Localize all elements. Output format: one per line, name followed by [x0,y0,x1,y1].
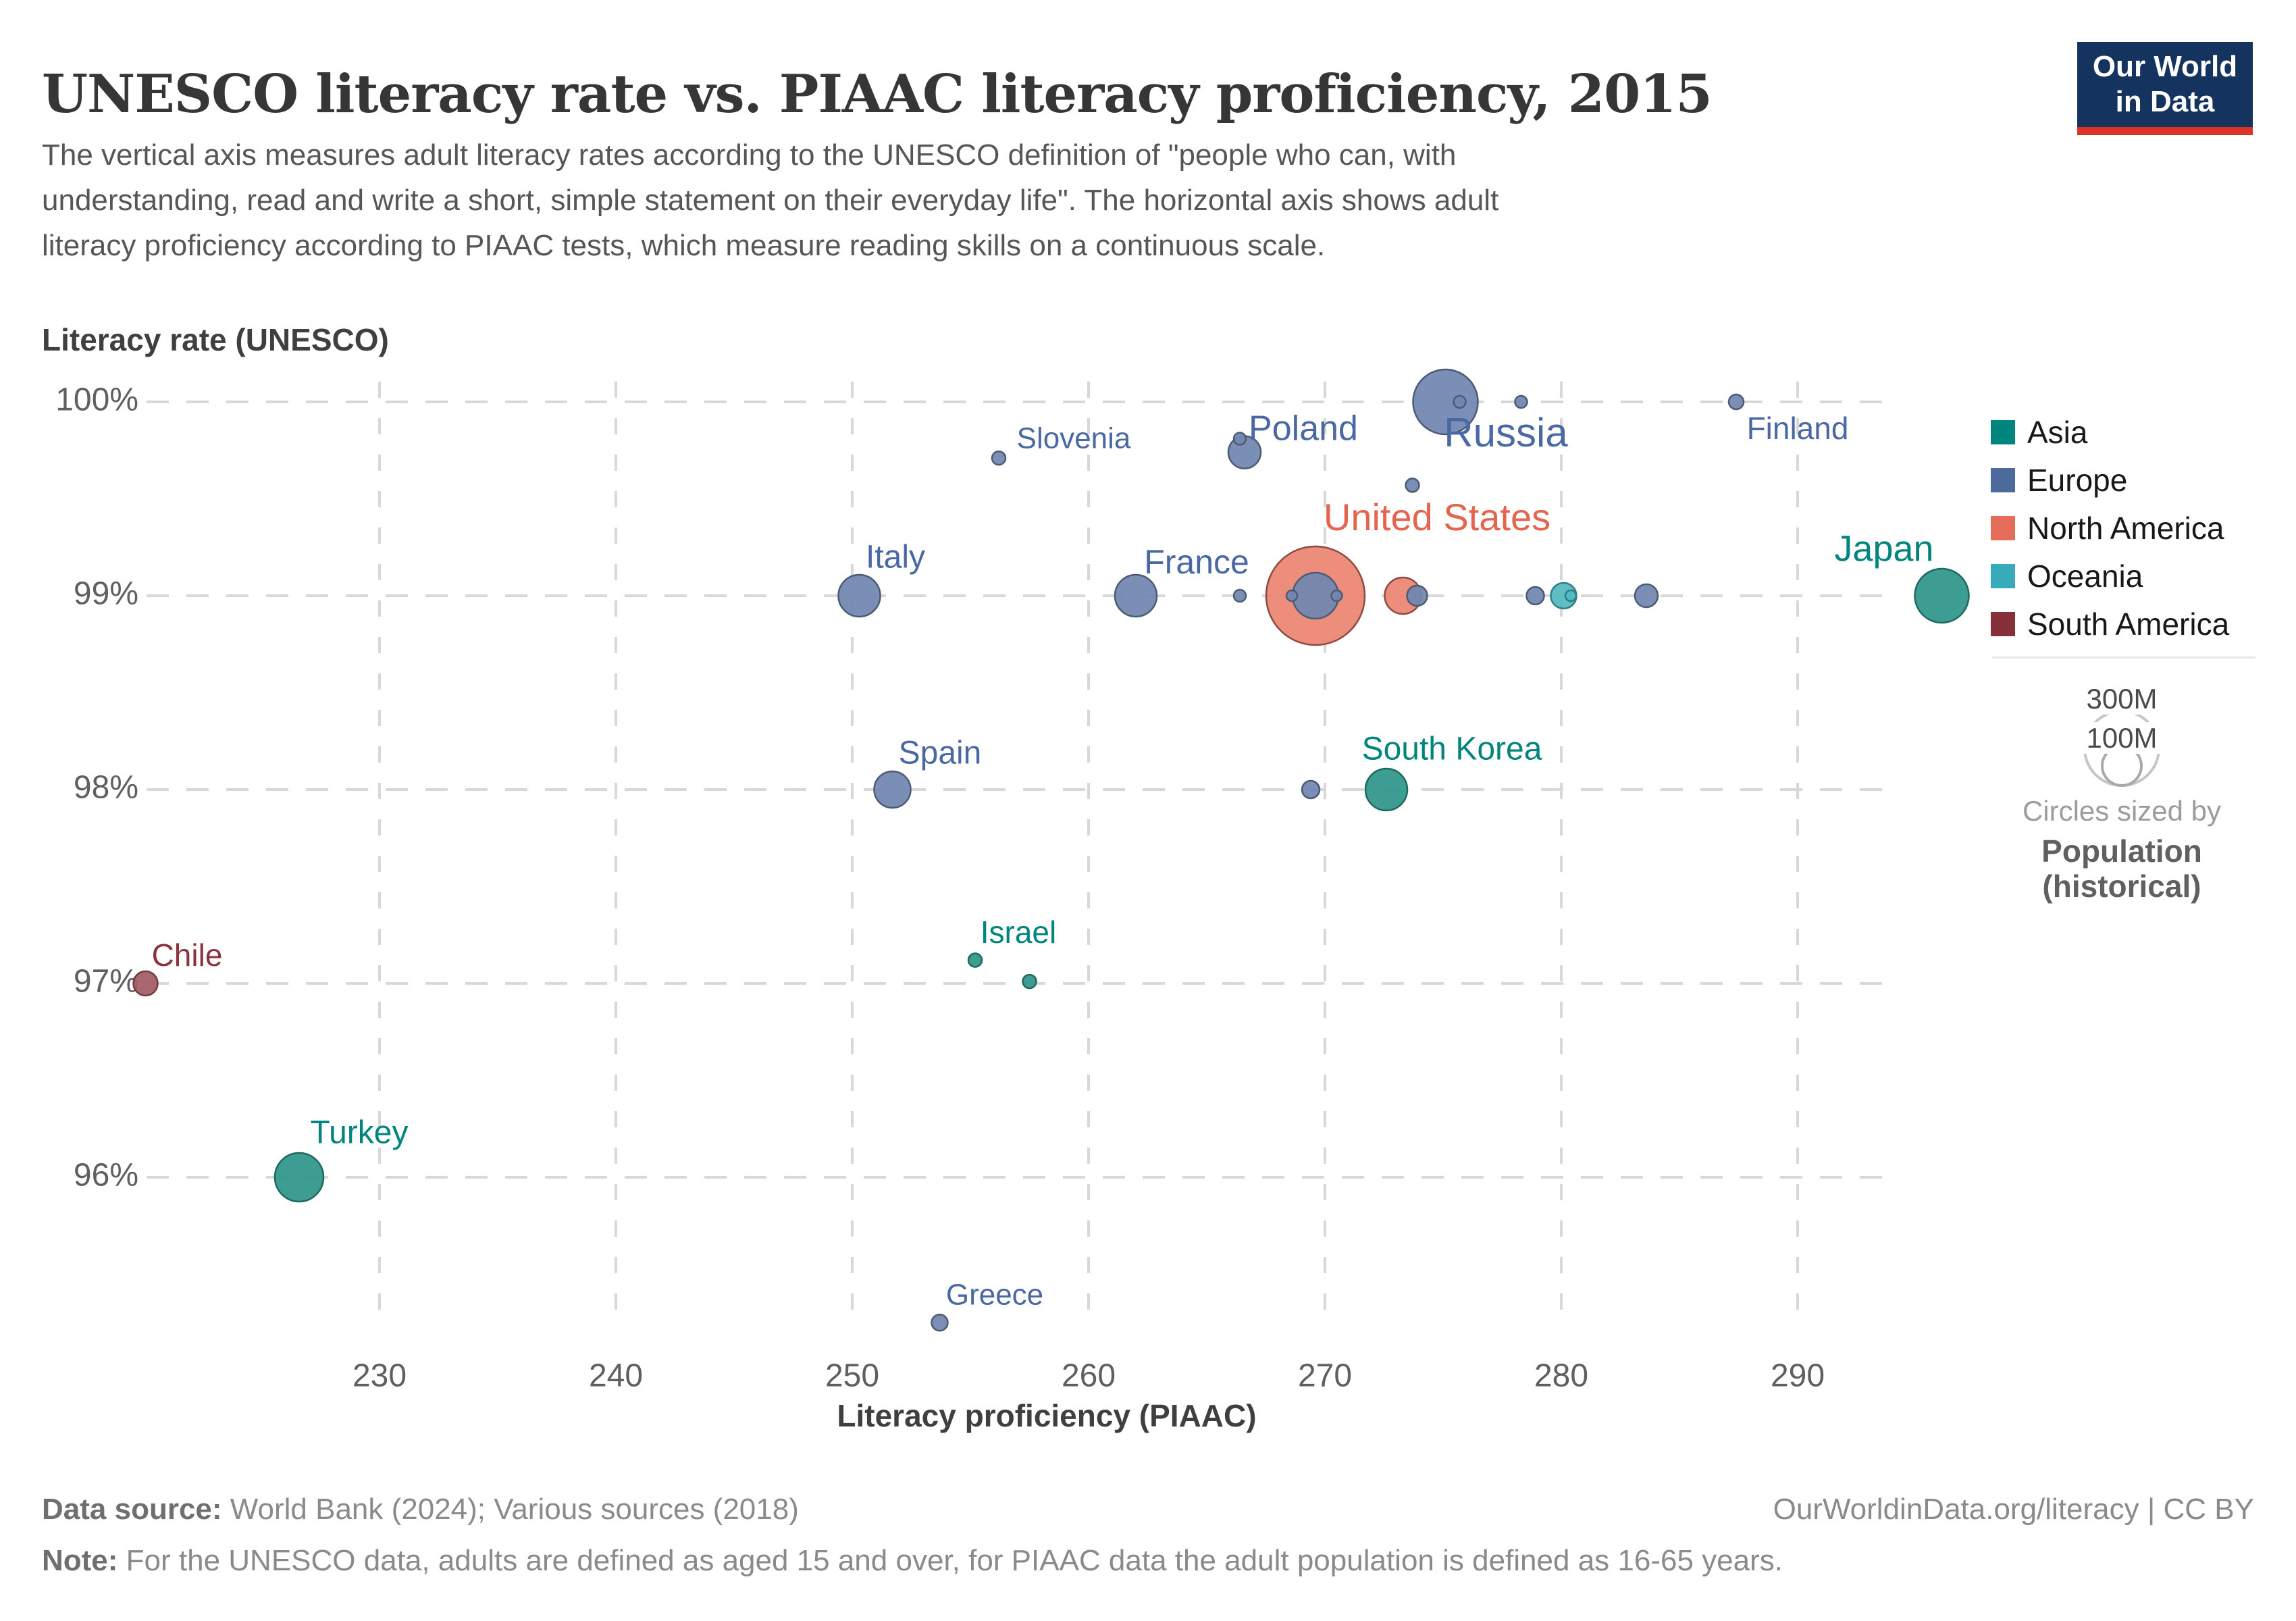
legend-swatch-north_america [1991,515,2015,540]
legend-label-south_america: South America [2027,606,2230,642]
y-axis-title: Literacy rate (UNESCO) [42,322,389,357]
data-source-line: Data source: World Bank (2024); Various … [42,1493,799,1526]
legend-label-oceania: Oceania [2027,558,2143,594]
point-russia[interactable] [1412,368,1479,436]
point-europe-268.6[interactable] [1285,589,1299,602]
y-tick-label-100: 100% [55,382,138,418]
point-south-korea[interactable] [1364,767,1409,812]
point-israel[interactable] [967,952,983,968]
legend-item-south_america[interactable]: South America [1991,600,2288,648]
y-tick-label-98: 98% [74,770,138,806]
note-line: Note: For the UNESCO data, adults are de… [42,1544,1783,1578]
owid-logo[interactable]: Our World in Data [2077,42,2253,135]
point-label-japan: Japan [1834,528,1933,569]
point-europe-278.3[interactable] [1514,394,1528,409]
size-legend-metric-line2: (historical) [2042,869,2201,904]
chart-subtitle: The vertical axis measures adult literac… [42,132,1933,268]
point-europe-266.4[interactable] [1232,588,1247,603]
subtitle-line-2: understanding, read and write a short, s… [42,184,1499,217]
subtitle-line-3: literacy proficiency according to PIAAC … [42,229,1326,262]
point-europe-270.5[interactable] [1330,589,1343,602]
x-tick-label-230: 230 [353,1358,407,1394]
attribution-link[interactable]: OurWorldinData.org/literacy | CC BY [1773,1493,2254,1526]
x-tick-label-250: 250 [825,1358,879,1394]
point-spain[interactable] [873,770,912,809]
y-tick-label-96: 96% [74,1158,138,1193]
owid-logo-line2: in Data [2115,85,2215,118]
point-label-france: France [1144,543,1249,581]
legend-swatch-europe [1991,467,2015,492]
legend-item-europe[interactable]: Europe [1991,456,2288,504]
point-japan[interactable] [1914,567,1970,624]
point-italy[interactable] [837,573,881,618]
point-label-south-korea: South Korea [1362,731,1542,767]
size-legend-metric-line1: Population [2041,833,2202,869]
point-label-united-states: United States [1324,496,1550,538]
continent-legend: Asia Europe North America Oceania South Amer… [1991,408,2288,648]
point-label-israel: Israel [981,915,1056,950]
point-label-chile: Chile [152,937,223,973]
point-slovenia[interactable] [991,450,1007,466]
note-label: Note: [42,1544,118,1577]
legend-label-north_america: North America [2027,510,2224,546]
data-source-text: World Bank (2024); Various sources (2018… [221,1493,799,1526]
legend-label-asia: Asia [2027,414,2088,450]
point-finland[interactable] [1727,393,1745,411]
legend-item-north_america[interactable]: North America [1991,504,2288,552]
point-greece[interactable] [931,1314,949,1332]
note-text: For the UNESCO data, adults are defined … [118,1544,1783,1577]
size-legend-100m-label: 100M [1992,722,2251,754]
subtitle-line-1: The vertical axis measures adult literac… [42,138,1457,172]
point-label-spain: Spain [899,736,982,771]
legend-swatch-oceania [1991,563,2015,588]
size-legend-300m-label: 300M [1992,683,2251,715]
legend-label-europe: Europe [2027,462,2128,498]
x-axis-title: Literacy proficiency (PIAAC) [837,1398,1256,1433]
size-legend: 300M 100M Circles sized by Population (h… [1992,657,2255,904]
point-europe-273.7[interactable] [1405,478,1420,493]
point-europe-275.7[interactable] [1453,394,1467,409]
x-tick-label-240: 240 [589,1358,643,1394]
point-europe-283.6[interactable] [1634,583,1659,609]
x-tick-label-270: 270 [1298,1358,1352,1394]
point-europe-266.4[interactable] [1232,432,1247,446]
point-label-russia: Russia [1444,410,1568,455]
point-europe-269.4[interactable] [1301,779,1321,800]
point-chile[interactable] [132,970,159,997]
owid-logo-accent-bar [2077,127,2253,135]
owid-logo-text: Our World in Data [2093,49,2237,120]
point-label-poland: Poland [1249,409,1358,448]
point-label-turkey: Turkey [311,1115,409,1151]
legend-item-oceania[interactable]: Oceania [1991,552,2288,600]
point-label-greece: Greece [946,1279,1043,1312]
point-oceania-280.4[interactable] [1564,589,1577,602]
point-europe-278.9[interactable] [1525,586,1545,606]
x-tick-label-260: 260 [1062,1358,1116,1394]
y-tick-label-97: 97% [74,964,138,1000]
point-label-finland: Finland [1747,411,1849,446]
point-label-slovenia: Slovenia [1017,422,1131,455]
x-tick-label-280: 280 [1534,1358,1588,1394]
point-france[interactable] [1114,573,1158,618]
size-legend-caption: Circles sized by [2022,795,2222,827]
point-label-italy: Italy [866,540,925,575]
legend-item-asia[interactable]: Asia [1991,408,2288,456]
x-tick-label-290: 290 [1771,1358,1825,1394]
page-title: UNESCO literacy rate vs. PIAAC literacy … [42,63,1713,126]
owid-logo-line1: Our World [2092,50,2238,83]
y-tick-label-99: 99% [74,576,138,612]
point-europe-273.9[interactable] [1406,584,1428,607]
point-asia-257.5[interactable] [1022,973,1037,989]
legend-swatch-asia [1991,419,2015,444]
point-turkey[interactable] [273,1152,325,1203]
legend-swatch-south_america [1991,611,2015,636]
data-source-label: Data source: [42,1493,222,1526]
